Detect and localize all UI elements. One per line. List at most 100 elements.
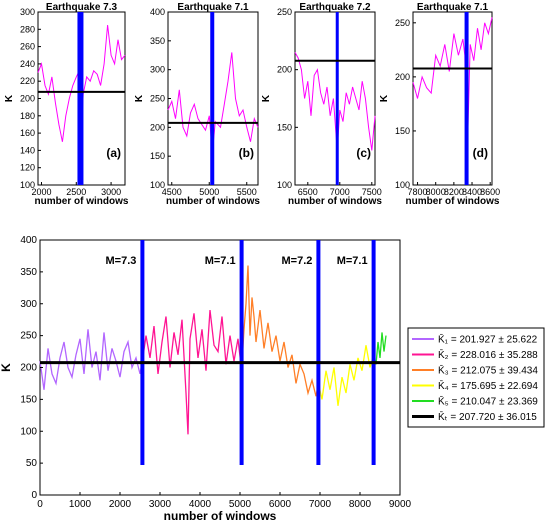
x-tick-label: 7000 (330, 187, 350, 197)
event-label-2: M=7.1 (205, 255, 236, 267)
x-axis-label: number of windows (166, 196, 260, 207)
series-line-1 (412, 17, 493, 180)
series-line-1 (39, 329, 144, 390)
y-tick-label: 350 (150, 36, 165, 46)
chart-title: Earthquake 7.2 (299, 2, 371, 13)
series-line-3 (240, 265, 320, 397)
chart-title: Earthquake 7.1 (177, 2, 249, 13)
y-tick-label: 350 (20, 267, 37, 278)
y-tick-label: 0 (31, 490, 37, 501)
chart-c: 6500 7000 7500 100 150 200 250 number of window… (261, 2, 382, 207)
legend-label: K̄₁ = 201.927 ± 25.622 (438, 333, 538, 346)
x-tick-label: 2000 (31, 187, 51, 197)
y-tick-label: 200 (277, 65, 292, 75)
event-label-3: M=7.2 (282, 255, 313, 267)
y-tick-label: 150 (20, 394, 37, 405)
y-tick-label: 260 (20, 42, 35, 52)
y-tick-label: 250 (20, 331, 37, 342)
legend: K̄₁ = 201.927 ± 25.622 K̄₂ = 228.016 ± 35… (407, 327, 545, 428)
x-axis-label: number of windows (406, 196, 500, 207)
chart-a: 2000 2500 3000 100 120 140 160 180 200 220 240 260 2… (4, 2, 129, 207)
x-tick-label: 2000 (109, 499, 132, 510)
y-tick-label: 100 (20, 426, 37, 437)
y-tick-label: 400 (20, 235, 37, 246)
x-tick-label: 9000 (389, 499, 412, 510)
x-tick-label: 8000 (349, 499, 372, 510)
panel-label: (a) (106, 146, 121, 160)
y-tick-label: 150 (150, 151, 165, 161)
y-axis-label: K (4, 94, 15, 102)
y-tick-label: 100 (277, 180, 292, 190)
event-label-4: M=7.1 (337, 255, 368, 267)
y-tick-label: 400 (150, 7, 165, 17)
x-tick-label: 3000 (149, 499, 172, 510)
panel-label: (c) (356, 146, 371, 160)
legend-label: K̄ₜ = 207.720 ± 36.015 (438, 410, 537, 423)
y-tick-label: 240 (20, 59, 35, 69)
y-tick-label: 100 (150, 180, 165, 190)
x-tick-label: 3000 (101, 187, 121, 197)
y-tick-label: 300 (150, 65, 165, 75)
legend-label: K̄₄ = 175.695 ± 22.694 (438, 379, 538, 392)
x-tick-label: 6500 (298, 187, 318, 197)
chart-title: Earthquake 7.1 (417, 2, 489, 13)
x-tick-label: 5000 (199, 187, 219, 197)
y-tick-label: 250 (395, 18, 410, 28)
x-axis-label: number of windows (35, 196, 129, 207)
y-tick-label: 250 (277, 7, 292, 17)
panel-label: (b) (239, 146, 254, 160)
x-tick-label: 8200 (444, 187, 464, 197)
y-tick-label: 250 (150, 94, 165, 104)
x-axis-label: number of windows (288, 196, 382, 207)
plot-frame (294, 11, 376, 186)
y-tick-label: 200 (20, 363, 37, 374)
y-tick-label: 50 (26, 458, 38, 469)
x-tick-label: 6000 (269, 499, 292, 510)
x-tick-label: 0 (37, 499, 43, 510)
plot-frame (39, 239, 401, 496)
y-tick-label: 280 (20, 24, 35, 34)
series-line-1 (294, 52, 376, 151)
y-axis-label: K (0, 363, 13, 372)
chart-title: Earthquake 7.3 (46, 2, 118, 13)
y-tick-label: 300 (20, 7, 35, 17)
x-tick-label: 8000 (426, 187, 446, 197)
y-tick-label: 140 (20, 145, 35, 155)
x-tick-label: 1000 (69, 499, 92, 510)
x-tick-label: 7000 (309, 499, 332, 510)
x-axis-label: number of windows (164, 509, 277, 523)
x-tick-label: 7800 (408, 187, 428, 197)
chart-b: 4500 5000 5500 100 150 200 250 300 350 400 number … (134, 2, 260, 207)
event-label-1: M=7.3 (106, 255, 137, 267)
series-line-4 (317, 345, 375, 406)
y-axis-label: K (261, 94, 272, 102)
y-tick-label: 160 (20, 128, 35, 138)
legend-label: K̄₂ = 228.016 ± 35.288 (438, 348, 538, 361)
y-tick-label: 200 (395, 72, 410, 82)
y-tick-label: 200 (150, 122, 165, 132)
x-tick-label: 8600 (480, 187, 500, 197)
series-line-5 (372, 332, 387, 365)
y-tick-label: 150 (277, 122, 292, 132)
y-tick-label: 180 (20, 111, 35, 121)
y-tick-label: 300 (20, 299, 37, 310)
y-tick-label: 100 (395, 180, 410, 190)
y-tick-label: 100 (20, 180, 35, 190)
plot-frame (412, 11, 493, 186)
y-tick-label: 200 (20, 94, 35, 104)
y-axis-label: K (134, 94, 145, 102)
y-tick-label: 120 (20, 163, 35, 173)
x-tick-label: 5000 (229, 499, 252, 510)
x-tick-label: 5500 (237, 187, 257, 197)
x-tick-label: 8400 (462, 187, 482, 197)
y-axis-label: K (379, 94, 390, 102)
x-tick-label: 2500 (66, 187, 86, 197)
y-tick-label: 150 (395, 126, 410, 136)
x-tick-label: 4500 (162, 187, 182, 197)
x-tick-label: 4000 (189, 499, 212, 510)
legend-label: K̄₃ = 212.075 ± 39.434 (438, 364, 538, 377)
chart-main: M=7.3 M=7.1 M=7.2 M=7.10 1000 2000 3000 4000 500… (0, 235, 545, 523)
legend-label: K̄₅ = 210.047 ± 23.369 (438, 395, 538, 408)
